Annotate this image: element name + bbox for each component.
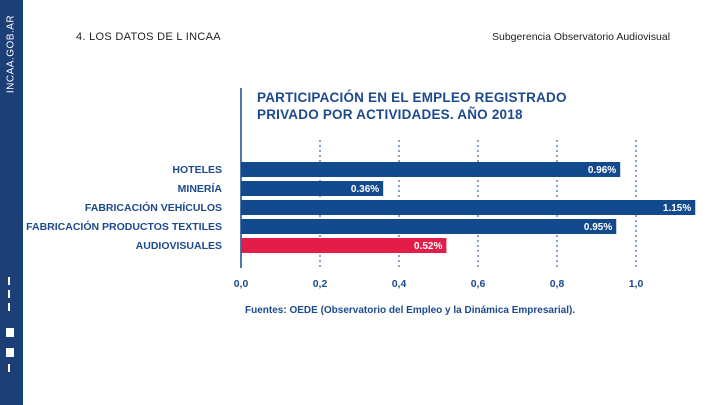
category-label: MINERÍA — [178, 182, 223, 195]
bar — [241, 181, 384, 196]
category-label: FABRICACIÓN VEHÍCULOS — [85, 201, 222, 214]
value-label: 1.15% — [663, 203, 691, 214]
x-tick-label: 0,4 — [392, 278, 407, 290]
value-label: 0.36% — [351, 184, 379, 195]
sidebar-mark — [8, 290, 10, 298]
chart-title-line-2: PRIVADO POR ACTIVIDADES. AÑO 2018 — [257, 107, 523, 122]
x-tick-label: 0,8 — [550, 278, 565, 290]
bar — [241, 219, 617, 234]
value-label: 0.95% — [584, 222, 612, 233]
bar — [241, 238, 447, 253]
category-label: HOTELES — [172, 164, 222, 176]
section-title: 4. LOS DATOS DE L INCAA — [76, 31, 221, 43]
bar — [241, 200, 696, 215]
sidebar-mark — [8, 364, 10, 372]
org-title: Subgerencia Observatorio Audiovisual — [492, 31, 671, 43]
chart-title-line-1: PARTICIPACIÓN EN EL EMPLEO REGISTRADO — [257, 90, 567, 105]
bar — [241, 162, 621, 177]
sidebar-square — [6, 348, 14, 357]
category-label: AUDIOVISUALES — [136, 240, 222, 252]
source-note: Fuentes: OEDE (Observatorio del Empleo y… — [245, 305, 576, 316]
x-tick-label: 0,0 — [234, 278, 249, 290]
x-tick-label: 1,0 — [629, 278, 644, 290]
category-label: FABRICACIÓN PRODUCTOS TEXTILES — [26, 220, 222, 233]
value-label: 0.52% — [414, 241, 442, 252]
sidebar: INCAA.GOB.AR — [0, 0, 23, 405]
value-label: 0.96% — [588, 165, 616, 176]
x-tick-label: 0,6 — [471, 278, 486, 290]
sidebar-mark — [8, 303, 10, 311]
sidebar-mark — [8, 277, 10, 285]
chart-title: PARTICIPACIÓN EN EL EMPLEO REGISTRADO PR… — [257, 89, 567, 123]
sidebar-square — [6, 328, 14, 337]
x-tick-label: 0,2 — [313, 278, 328, 290]
